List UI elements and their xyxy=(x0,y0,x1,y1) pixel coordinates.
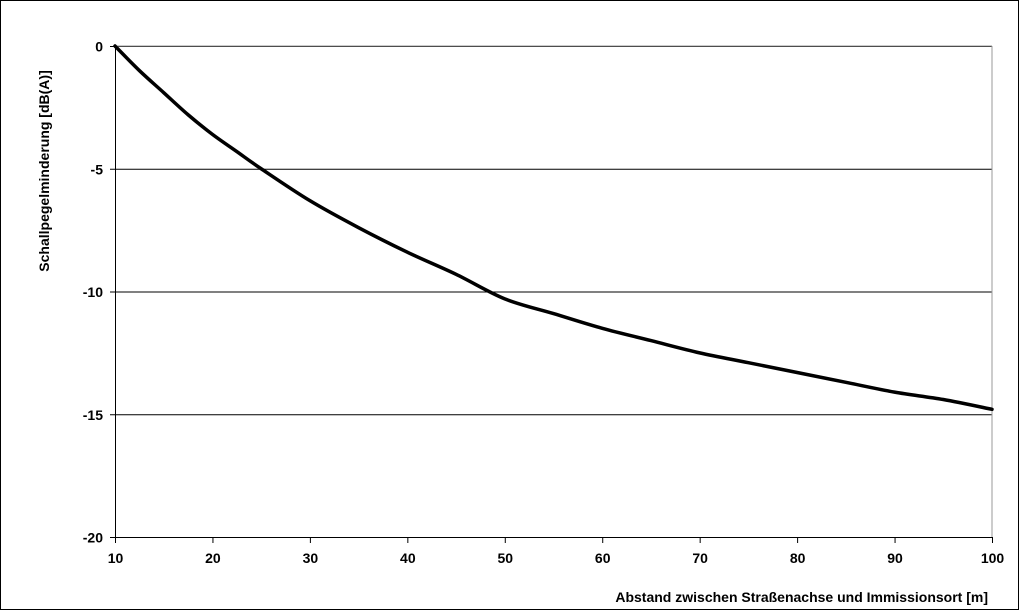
y-tick-label-2: -10 xyxy=(83,284,103,300)
y-tick-label-3: -15 xyxy=(83,407,103,423)
x-tick-label-1: 20 xyxy=(205,550,221,566)
x-tick-label-2: 30 xyxy=(303,550,319,566)
x-tick-label-3: 40 xyxy=(400,550,416,566)
axes xyxy=(110,45,993,543)
x-tick-label-7: 80 xyxy=(790,550,806,566)
y-tick-labels: 0 -5 -10 -15 -20 xyxy=(83,39,103,546)
x-tick-label-8: 90 xyxy=(887,550,903,566)
y-tick-label-0: 0 xyxy=(95,39,103,55)
x-tick-label-6: 70 xyxy=(692,550,708,566)
x-tick-label-5: 60 xyxy=(595,550,611,566)
x-axis-label: Abstand zwischen Straßenachse und Immiss… xyxy=(615,589,988,605)
series-layer xyxy=(113,44,994,412)
x-tick-label-0: 10 xyxy=(108,550,124,566)
y-tick-label-4: -20 xyxy=(83,530,103,546)
x-tick-label-4: 50 xyxy=(497,550,513,566)
y-tick-label-1: -5 xyxy=(91,161,104,177)
y-axis-label: Schallpegelminderung [dB(A)] xyxy=(36,70,52,271)
x-tick-label-9: 100 xyxy=(981,550,1005,566)
series-line-0 xyxy=(113,44,994,412)
x-tick-labels: 10 20 30 40 50 60 70 80 90 100 xyxy=(108,550,1005,566)
grid-lines xyxy=(115,46,992,416)
